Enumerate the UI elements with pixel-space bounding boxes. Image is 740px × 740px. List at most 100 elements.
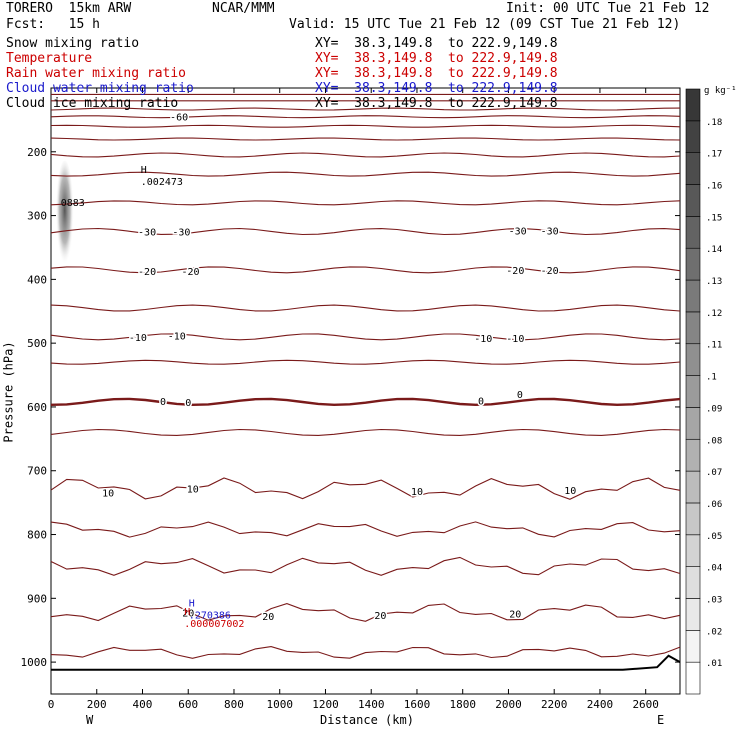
isotherm-line <box>50 304 681 312</box>
isotherm-label: 20 <box>374 611 386 622</box>
isotherm-label: -60 <box>170 113 188 124</box>
colorbar-label: .04 <box>706 564 722 574</box>
isotherm-line <box>50 556 681 576</box>
isotherm-label: -20 <box>541 266 559 277</box>
colorbar-label: .16 <box>706 182 722 192</box>
isotherm-label: -20 <box>181 267 199 278</box>
colorbar-cell <box>685 184 701 217</box>
x-tick-label: 600 <box>178 698 198 711</box>
isotherm-label: 20 <box>262 612 274 623</box>
y-tick-label: 700 <box>27 465 47 478</box>
x-end-left: W <box>86 713 94 727</box>
x-tick-label: 2000 <box>495 698 522 711</box>
colorbar-cell <box>685 375 701 408</box>
isotherm-label: -30 <box>138 228 156 239</box>
colorbar-cell <box>685 247 701 281</box>
isotherm-line <box>50 266 681 274</box>
colorbar-cell <box>685 661 701 695</box>
isotherm-label: 0 <box>517 390 523 401</box>
isotherm-label: 10 <box>187 485 199 496</box>
isotherm-line <box>50 115 681 119</box>
isotherm-label: -10 <box>168 332 186 343</box>
y-tick-label: 200 <box>27 146 47 159</box>
isotherm-label: -10 <box>474 334 492 345</box>
colorbar-cell <box>685 311 701 345</box>
colorbar-cell <box>685 438 701 472</box>
x-tick-label: 400 <box>133 698 153 711</box>
field-temperature: Temperature <box>6 51 93 66</box>
colorbar-label: .06 <box>706 500 722 510</box>
x-tick-label: 1200 <box>312 698 339 711</box>
x-tick-label: 2400 <box>587 698 614 711</box>
field-rain-xy: XY= 38.3,149.8 to 222.9,149.8 <box>315 66 558 81</box>
colorbar-label: .14 <box>706 245 722 255</box>
isotherm-label: 0 <box>160 397 166 408</box>
isotherm-line <box>50 477 681 500</box>
extremum-value: .002473 <box>141 177 183 188</box>
colorbar-label: .17 <box>706 150 722 160</box>
init-time: Init: 00 UTC Tue 21 Feb 12 <box>506 1 710 16</box>
colorbar-cell <box>685 216 701 249</box>
y-tick-label: 800 <box>27 529 47 542</box>
snow-shading <box>55 160 74 271</box>
isotherm-label: 10 <box>102 488 114 499</box>
colorbar-cell <box>685 630 701 663</box>
field-snow-xy: XY= 38.3,149.8 to 222.9,149.8 <box>315 36 558 51</box>
colorbar-label: .01 <box>706 659 722 669</box>
isotherm-label: -30 <box>172 228 190 239</box>
x-tick-label: 1800 <box>449 698 476 711</box>
x-tick-label: 0 <box>48 698 55 711</box>
x-tick-label: 2200 <box>541 698 568 711</box>
isotherm-line <box>50 137 681 141</box>
x-tick-label: 800 <box>224 698 244 711</box>
field-rain: Rain water mixing ratio <box>6 66 187 81</box>
extremum-value: 0883 <box>61 198 85 209</box>
isotherm-label: -10 <box>506 334 524 345</box>
colorbar-cell <box>685 502 701 536</box>
isotherm-line <box>50 428 681 436</box>
x-axis-title: Distance (km) <box>320 713 414 727</box>
colorbar-cell <box>685 534 701 567</box>
field-snow: Snow mixing ratio <box>6 36 140 51</box>
terrain-line <box>51 654 681 671</box>
field-cloud-water-xy: XY= 38.3,149.8 to 222.9,149.8 <box>315 81 558 96</box>
colorbar-label: .11 <box>706 341 722 351</box>
y-tick-label: 300 <box>27 210 47 223</box>
isotherm-line <box>50 152 681 158</box>
model-title: TORERO 15km ARW <box>6 1 132 16</box>
field-cloud-water: Cloud water mixing ratio <box>6 81 194 96</box>
isotherm-line <box>50 646 681 659</box>
field-temperature-xy: XY= 38.3,149.8 to 222.9,149.8 <box>315 51 558 66</box>
isotherm-label: 20 <box>509 610 521 621</box>
colorbar-cell <box>685 566 701 599</box>
isotherm-line <box>50 107 681 111</box>
x-tick-label: 200 <box>87 698 107 711</box>
y-tick-label: 400 <box>27 273 47 286</box>
x-tick-label: 1600 <box>404 698 431 711</box>
extremum-marker: H <box>184 607 190 618</box>
isotherm-label: -30 <box>509 226 527 237</box>
x-tick-label: 1000 <box>266 698 293 711</box>
isotherm-label: 10 <box>564 486 576 497</box>
y-tick-label: 900 <box>27 592 47 605</box>
isotherm-label: 0 <box>478 397 484 408</box>
isotherm-label: -10 <box>129 333 147 344</box>
colorbar-label: .12 <box>706 309 722 319</box>
org-title: NCAR/MMM <box>212 1 275 16</box>
colorbar-cell <box>685 407 701 440</box>
isotherm-label: 10 <box>411 487 423 498</box>
isotherm-label: 20 <box>182 608 194 619</box>
colorbar-label: .08 <box>706 436 722 446</box>
isotherm-line <box>50 359 681 365</box>
valid-time: Valid: 15 UTC Tue 21 Feb 12 (09 CST Tue … <box>289 17 681 32</box>
extremum-marker: H <box>189 599 195 610</box>
field-cloud-ice-xy: XY= 38.3,149.8 to 222.9,149.8 <box>315 96 558 111</box>
plot-frame <box>50 87 681 695</box>
x-tick-label: 2600 <box>632 698 659 711</box>
colorbar-label: .03 <box>706 595 722 605</box>
colorbar-cell <box>685 120 701 153</box>
colorbar-label: .02 <box>706 627 722 637</box>
colorbar-label: .09 <box>706 404 722 414</box>
isotherm-label: 0 <box>185 398 191 409</box>
